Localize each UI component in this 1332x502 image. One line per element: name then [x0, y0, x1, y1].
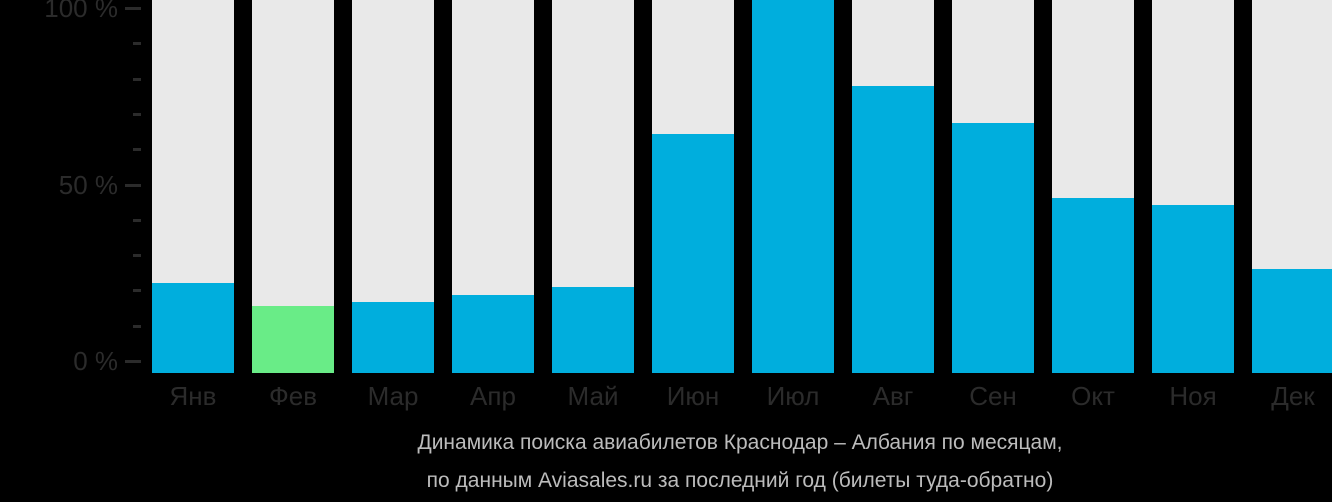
bar-fill [352, 302, 434, 373]
y-minor-tick [133, 218, 141, 222]
bar-fill [1052, 197, 1134, 373]
x-axis-label: Янв [169, 381, 217, 411]
bar-column [852, 0, 934, 373]
y-major-tick [125, 7, 141, 10]
bar-column [752, 0, 834, 373]
bar-fill [1152, 205, 1234, 373]
x-axis-label: Окт [1071, 381, 1115, 411]
x-axis-label: Июн [666, 381, 720, 411]
bar-fill [752, 0, 834, 373]
x-axis-label: Дек [1271, 381, 1315, 411]
x-axis-label: Фев [268, 381, 318, 411]
bar-fill [1252, 268, 1332, 373]
bar-column [1152, 0, 1234, 373]
y-axis-label: 0 % [73, 346, 118, 376]
caption-line-1: Динамика поиска авиабилетов Краснодар – … [417, 431, 1063, 454]
y-minor-tick [133, 112, 141, 116]
y-minor-tick [133, 42, 141, 46]
bar-fill [652, 134, 734, 373]
bar-column [152, 0, 234, 373]
bar-column [652, 0, 734, 373]
bar-fill-highlighted [252, 305, 334, 373]
y-minor-tick [133, 324, 141, 328]
bar-column [352, 0, 434, 373]
x-axis-label: Авг [872, 381, 914, 411]
bar-fill [852, 85, 934, 373]
y-axis-label: 50 % [58, 169, 118, 200]
x-axis-label: Июл [766, 381, 820, 411]
x-axis-label: Апр [470, 381, 516, 411]
x-axis-label: Ноя [1169, 381, 1217, 411]
bar-fill [152, 283, 234, 373]
bar-column [452, 0, 534, 373]
y-major-tick [125, 183, 141, 187]
bar-column [952, 0, 1034, 373]
y-axis-label: 100 % [44, 0, 118, 23]
x-axis-label: Мар [367, 381, 419, 411]
bar-column [552, 0, 634, 373]
bar-fill [552, 287, 634, 373]
bar-fill [952, 123, 1034, 373]
bar-column [252, 0, 334, 373]
bar-column [1252, 0, 1332, 373]
chart-caption: Динамика поиска авиабилетов Краснодар – … [148, 424, 1332, 500]
y-major-tick [125, 360, 141, 363]
y-minor-tick [133, 77, 141, 81]
x-axis-label: Май [567, 381, 619, 411]
bar-column [1052, 0, 1134, 373]
x-axis-label: Сен [969, 381, 1017, 411]
y-minor-tick [133, 289, 141, 293]
caption-line-2: по данным Aviasales.ru за последний год … [426, 469, 1054, 492]
bar-fill [452, 294, 534, 373]
y-minor-tick [133, 148, 141, 152]
y-minor-tick [133, 254, 141, 258]
